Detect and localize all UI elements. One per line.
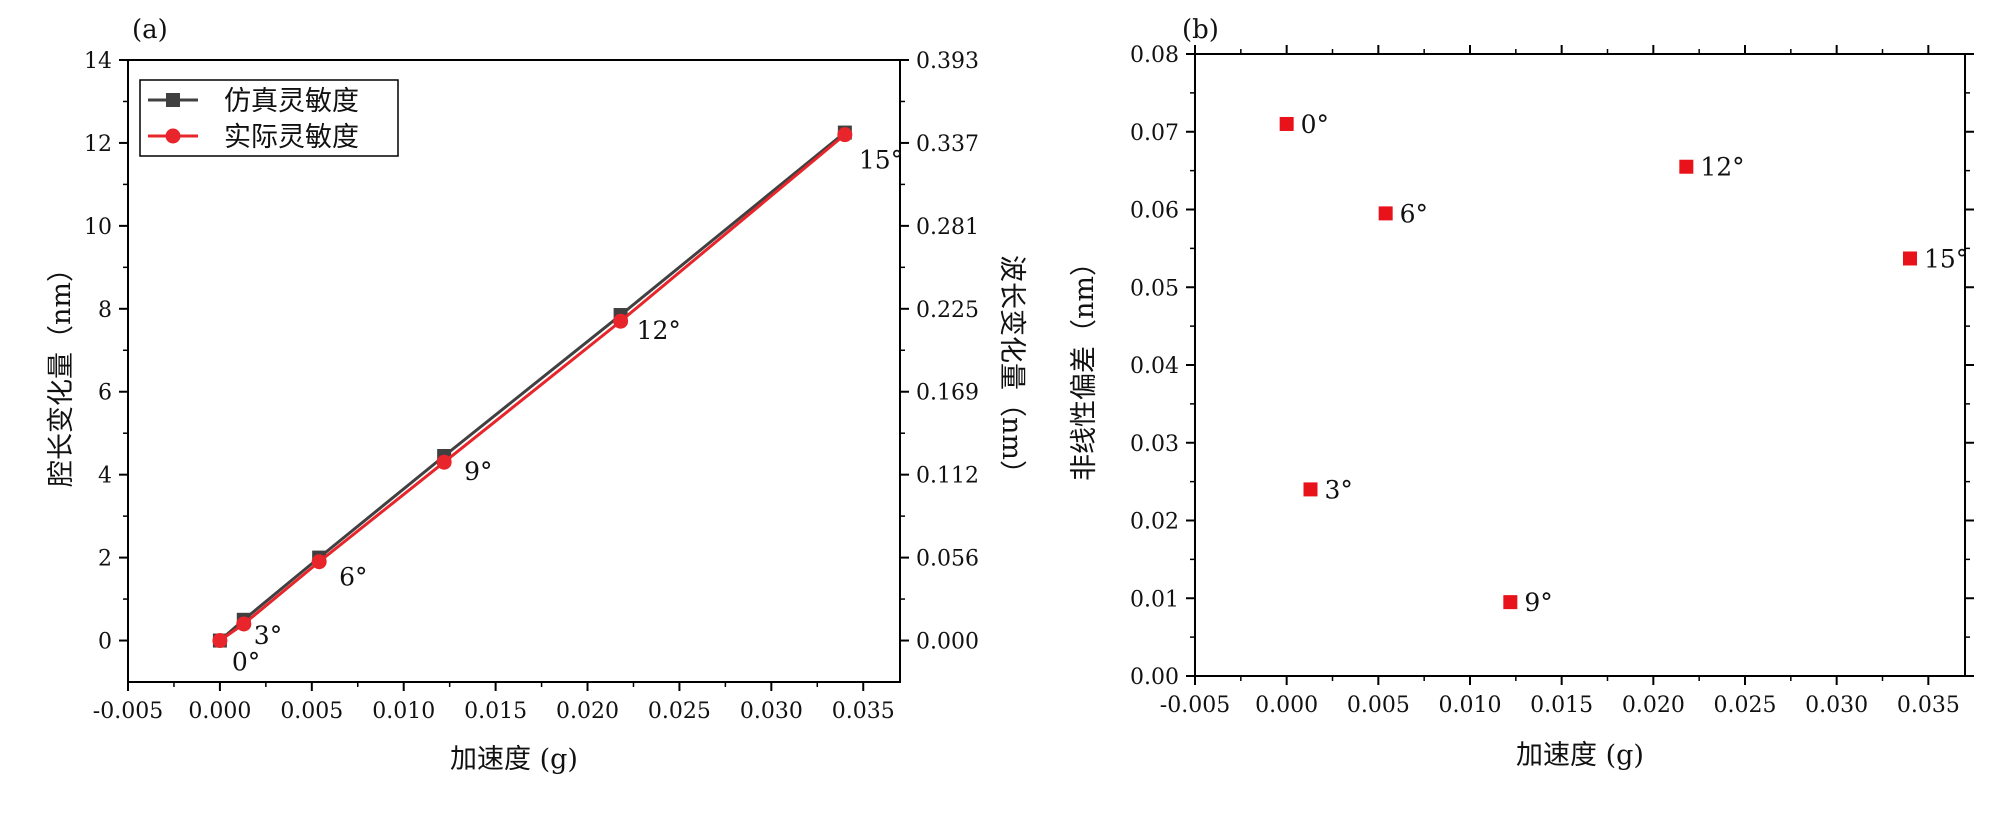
x-tick-label: 0.005 <box>280 699 343 724</box>
y2-tick-label: 0.337 <box>916 132 979 157</box>
y2-tick-label: 0.281 <box>916 215 979 240</box>
y-tick-label: 10 <box>84 215 112 240</box>
point-label: 3° <box>1325 475 1353 504</box>
x-tick-label: 0.005 <box>1347 693 1410 718</box>
angle-annotation: 12° <box>637 316 681 345</box>
y-tick-label: 2 <box>98 547 112 572</box>
y2-tick-label: 0.056 <box>916 547 979 572</box>
point-label: 15° <box>1924 244 1968 273</box>
series-2-marker <box>837 127 853 143</box>
y-tick-label: 0 <box>98 630 112 655</box>
y2-tick-label: 0.112 <box>916 464 979 489</box>
x-tick-label: 0.015 <box>1530 693 1593 718</box>
x-tick-label: -0.005 <box>1160 693 1230 718</box>
y-tick-label: 0.01 <box>1130 587 1179 612</box>
y-tick-label: 14 <box>84 49 112 74</box>
angle-annotation: 0° <box>232 648 260 677</box>
series-2-marker <box>311 554 327 570</box>
angle-annotation: 6° <box>339 563 367 592</box>
y2-tick-label: 0.225 <box>916 298 979 323</box>
plot-frame <box>127 59 901 683</box>
y-tick-label: 0.04 <box>1130 354 1179 379</box>
y2-tick-label: 0.393 <box>916 49 979 74</box>
y-tick-label: 0.00 <box>1130 665 1179 690</box>
x-tick-label: 0.025 <box>648 699 711 724</box>
x-axis-label: 加速度 (g) <box>450 744 578 775</box>
x-tick-label: 0.010 <box>372 699 435 724</box>
legend-label-1: 仿真灵敏度 <box>224 86 359 117</box>
y-tick-label: 4 <box>98 464 112 489</box>
legend-label-2: 实际灵敏度 <box>224 122 359 153</box>
x-tick-label: 0.015 <box>464 699 527 724</box>
scatter-point <box>1378 206 1393 221</box>
y-tick-label: 0.08 <box>1130 43 1179 68</box>
scatter-point <box>1903 251 1917 266</box>
angle-annotation: 9° <box>464 457 492 486</box>
x-tick-label: 0.010 <box>1439 693 1502 718</box>
angle-annotation: 3° <box>254 621 282 650</box>
x-tick-label: 0.035 <box>1897 693 1960 718</box>
point-label: 12° <box>1700 153 1744 182</box>
legend-marker-2 <box>165 128 181 144</box>
y-axis-label: 非线性偏差（nm） <box>1069 249 1100 481</box>
y-tick-label: 8 <box>98 298 112 323</box>
scatter-point <box>1303 482 1318 497</box>
x-tick-label: 0.020 <box>1622 693 1685 718</box>
y2-tick-label: 0.169 <box>916 381 979 406</box>
x-tick-label: 0.020 <box>556 699 619 724</box>
x-tick-label: 0.000 <box>1255 693 1318 718</box>
y-tick-label: 0.06 <box>1130 199 1179 224</box>
x-tick-label: 0.025 <box>1714 693 1777 718</box>
y-tick-label: 12 <box>84 132 112 157</box>
y-tick-label: 6 <box>98 381 112 406</box>
point-label: 6° <box>1400 199 1428 228</box>
x-tick-label: 0.030 <box>1805 693 1868 718</box>
point-label: 0° <box>1301 110 1329 139</box>
x-tick-label: 0.030 <box>740 699 803 724</box>
series-2-marker <box>236 616 252 632</box>
series-2-marker <box>436 454 452 470</box>
legend-marker-1 <box>166 93 180 107</box>
point-label: 9° <box>1524 588 1552 617</box>
y-tick-label: 0.03 <box>1130 432 1179 457</box>
y-tick-label: 0.07 <box>1130 121 1179 146</box>
y-tick-label: 0.02 <box>1130 510 1179 535</box>
scatter-point <box>1679 159 1694 174</box>
y-tick-label: 0.05 <box>1130 276 1179 301</box>
plot-frame <box>1194 53 1966 677</box>
y2-tick-label: 0.000 <box>916 630 979 655</box>
x-tick-label: -0.005 <box>93 699 163 724</box>
angle-annotation: 15° <box>859 146 903 175</box>
panel-label: (a) <box>132 15 168 45</box>
scatter-point <box>1503 595 1518 610</box>
y-axis-label: 腔长变化量（nm） <box>46 255 77 487</box>
y2-axis-label: 波长变化量（nm） <box>996 255 1027 487</box>
scatter-point <box>1279 116 1294 131</box>
panel-a-chart: -0.005 0.000 0.005 0.010 0.015 0.020 0.025 0.03… <box>46 15 1027 775</box>
x-axis-label: 加速度 (g) <box>1516 740 1644 771</box>
legend-box <box>139 79 399 157</box>
x-tick-label: 0.035 <box>832 699 895 724</box>
x-tick-label: 0.000 <box>188 699 251 724</box>
series-2-marker <box>613 313 629 329</box>
panel-b-chart: -0.005 0.000 0.005 0.010 0.015 0.020 0.025 0.03… <box>1069 15 1974 771</box>
series-2-marker <box>212 633 228 649</box>
panel-label: (b) <box>1182 15 1219 45</box>
